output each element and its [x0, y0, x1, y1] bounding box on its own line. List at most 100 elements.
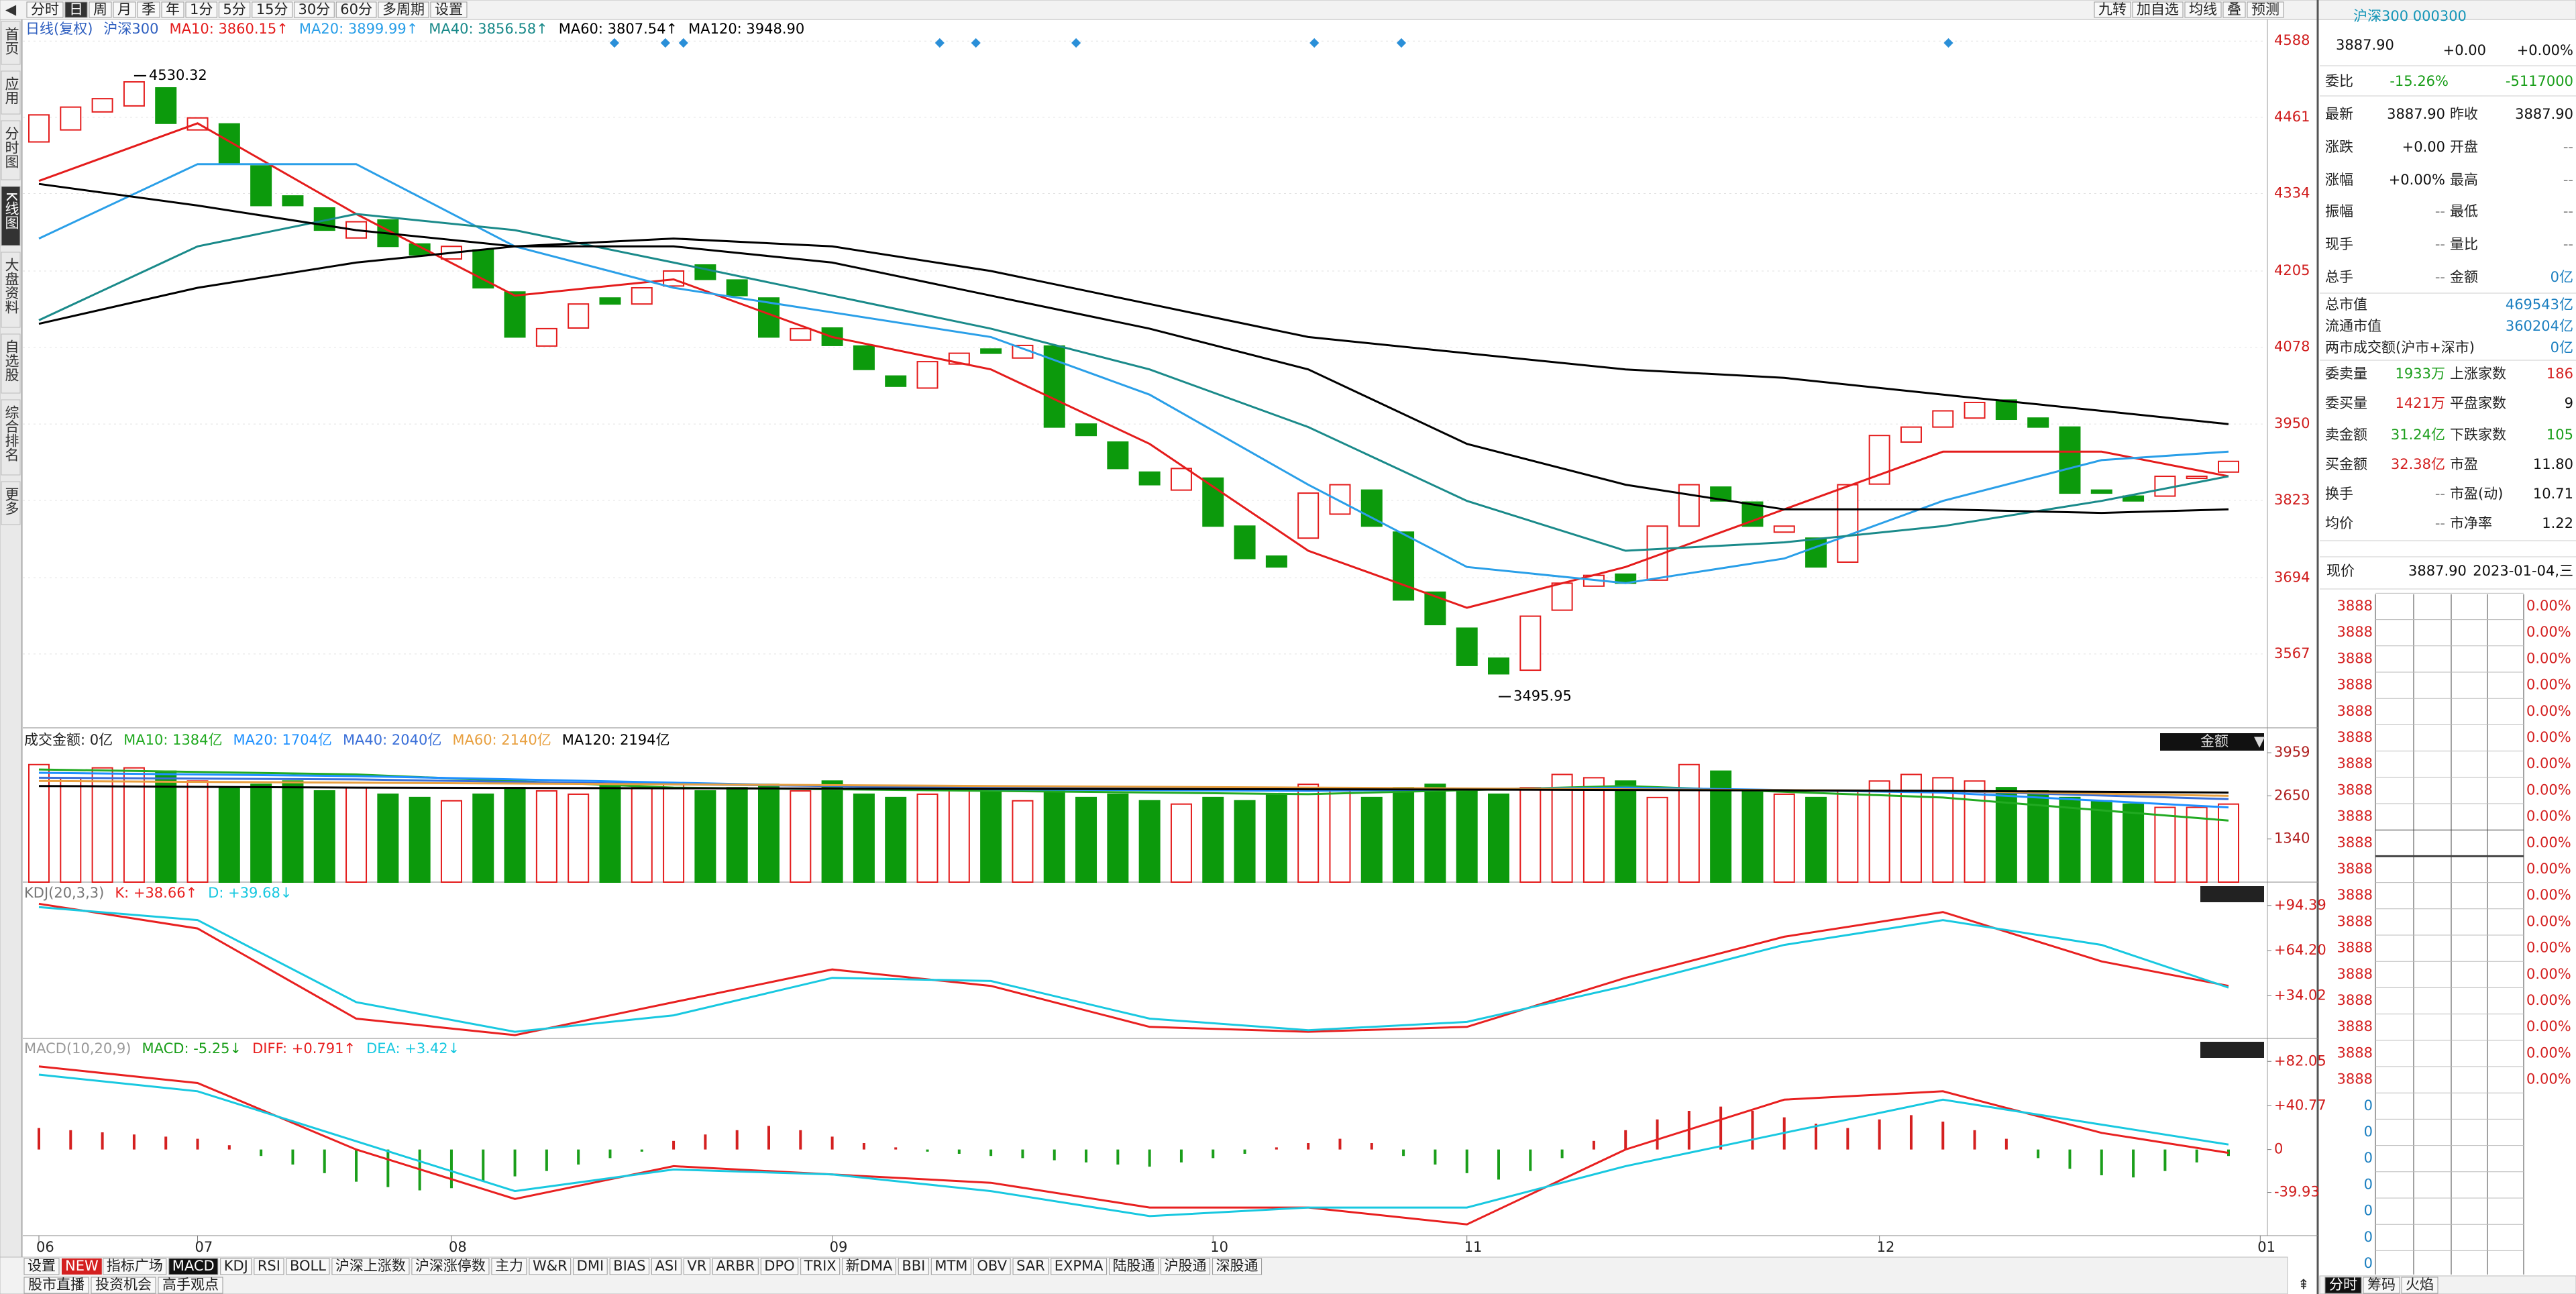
toolbar-button[interactable]: 年: [166, 1, 180, 17]
tab[interactable]: 沪深涨停数: [415, 1258, 486, 1274]
sidebar-item[interactable]: 自选股: [3, 339, 19, 382]
legend-entry: D: +39.68↓: [208, 885, 292, 901]
sidebar-item[interactable]: 综合排名: [3, 405, 19, 462]
quote-value: -5117000: [2506, 73, 2573, 89]
tab[interactable]: NEW: [65, 1258, 99, 1274]
tabs-bg: [2319, 1275, 2576, 1294]
quote-label: 最新: [2325, 106, 2353, 122]
candle: [250, 165, 272, 207]
legend-subtitle: 沪深300: [103, 21, 158, 37]
quote-label: 卖金额: [2325, 427, 2367, 443]
tab[interactable]: 沪股通: [1165, 1258, 1207, 1274]
tick-price: 3888: [2337, 1044, 2373, 1061]
tab[interactable]: DMI: [577, 1258, 604, 1274]
toolbar-button[interactable]: 设置: [435, 1, 463, 17]
tick-zero: 0: [2364, 1124, 2373, 1140]
toolbar-button[interactable]: 加自选: [2137, 1, 2179, 17]
tick-pct: 0.00%: [2526, 755, 2571, 771]
tab[interactable]: 新DMA: [846, 1258, 893, 1274]
tick-pct: 0.00%: [2526, 1018, 2571, 1034]
tab[interactable]: MACD: [172, 1258, 215, 1274]
tab[interactable]: 设置: [28, 1258, 56, 1274]
tick-pct: 0.00%: [2526, 966, 2571, 982]
toolbar-button[interactable]: 均线: [2189, 1, 2217, 17]
sidebar-item[interactable]: 分时图: [3, 126, 19, 168]
tab[interactable]: BOLL: [290, 1258, 326, 1274]
tick-zero: 0: [2364, 1176, 2373, 1192]
sidebar-item[interactable]: 更多: [3, 487, 19, 515]
tab-bg: [760, 1258, 799, 1275]
tab-bg: [286, 1258, 330, 1275]
candle: [980, 348, 1002, 354]
tab[interactable]: SAR: [1016, 1258, 1045, 1274]
tab[interactable]: EXPMA: [1055, 1258, 1104, 1274]
volume-bar: [28, 763, 50, 883]
tab[interactable]: ASI: [655, 1258, 678, 1274]
bottom-link[interactable]: 股市直播: [28, 1277, 85, 1293]
tab[interactable]: 主力: [495, 1258, 523, 1274]
toolbar-button[interactable]: 分时: [31, 1, 59, 17]
scroll-top-icon: ⇞: [2298, 1277, 2310, 1293]
tab[interactable]: TRIX: [804, 1258, 837, 1274]
toolbar-button[interactable]: 预测: [2251, 1, 2279, 17]
candle: [1900, 426, 1922, 443]
x-tick-label: 12: [1877, 1239, 1895, 1255]
tab[interactable]: OBV: [977, 1258, 1007, 1274]
quote-tab[interactable]: 火焰: [2406, 1277, 2434, 1293]
selector-button[interactable]: 金额: [2200, 733, 2229, 749]
tab-bg: [1212, 1258, 1263, 1275]
tab[interactable]: ARBR: [716, 1258, 755, 1274]
candle: [1932, 410, 1954, 428]
tab[interactable]: MTM: [934, 1258, 967, 1274]
toolbar-button[interactable]: 30分: [298, 1, 330, 17]
toolbar-button[interactable]: 季: [142, 1, 156, 17]
quote-title: 沪深300 000300: [2353, 8, 2467, 24]
bottom-link[interactable]: 投资机会: [95, 1277, 152, 1293]
toolbar-button[interactable]: 15分: [256, 1, 288, 17]
bottom-link[interactable]: 高手观点: [162, 1277, 219, 1293]
sidebar-item[interactable]: K线图: [3, 192, 19, 229]
tab[interactable]: RSI: [258, 1258, 280, 1274]
quote-tab[interactable]: 分时: [2329, 1277, 2357, 1293]
tab[interactable]: BBI: [902, 1258, 925, 1274]
candle: [155, 87, 177, 124]
toolbar-button[interactable]: 多周期: [382, 1, 425, 17]
event-marker: [1309, 38, 1320, 48]
tab[interactable]: 陆股通: [1113, 1258, 1155, 1274]
volume-bar: [472, 793, 494, 883]
tab[interactable]: BIAS: [613, 1258, 645, 1274]
sidebar-item[interactable]: 首页: [3, 27, 19, 55]
x-tick-label: 08: [449, 1239, 467, 1255]
quote-tab[interactable]: 筹码: [2367, 1277, 2396, 1293]
quote-label: 委比: [2325, 73, 2353, 89]
toolbar-button[interactable]: 九转: [2098, 1, 2127, 17]
sidebar-item[interactable]: 应用: [3, 76, 19, 105]
tab[interactable]: VR: [687, 1258, 706, 1274]
candle: [1678, 484, 1700, 527]
toolbar-button[interactable]: 1分: [190, 1, 213, 17]
tab[interactable]: 指标广场: [107, 1258, 163, 1274]
sidebar-item[interactable]: 大盘资料: [3, 258, 19, 314]
toolbar-button[interactable]: 60分: [340, 1, 372, 17]
volume-bar: [1234, 800, 1256, 883]
toolbar-button[interactable]: 日: [69, 1, 83, 17]
tab-bg: [254, 1258, 284, 1275]
quote-value: 360204亿: [2506, 318, 2573, 334]
dropdown-icon: ▼: [2254, 733, 2265, 749]
toolbar-button[interactable]: 周: [93, 1, 107, 17]
tab[interactable]: 深股通: [1216, 1258, 1258, 1274]
tab[interactable]: W&R: [533, 1258, 568, 1274]
candle: [535, 327, 557, 347]
quote-price: 3887.90: [2336, 37, 2394, 53]
candle: [1107, 441, 1129, 470]
toolbar-button[interactable]: 5分: [223, 1, 246, 17]
toolbar-button[interactable]: 叠: [2227, 1, 2241, 17]
candle: [472, 249, 494, 289]
candle: [1265, 555, 1287, 568]
volume-bar: [568, 793, 590, 883]
toolbar-button[interactable]: 月: [117, 1, 131, 17]
y-tick-label: 0: [2274, 1141, 2283, 1157]
tab[interactable]: 沪深上涨数: [335, 1258, 406, 1274]
tab[interactable]: KDJ: [224, 1258, 248, 1274]
tab[interactable]: DPO: [764, 1258, 794, 1274]
